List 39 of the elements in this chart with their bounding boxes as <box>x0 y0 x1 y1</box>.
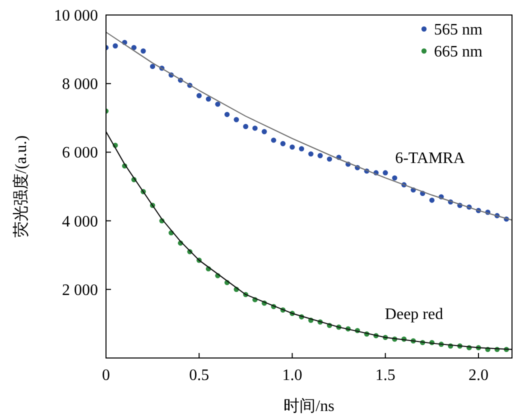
point <box>429 198 435 203</box>
line-series <box>106 131 512 350</box>
y-tick-label: 6 000 <box>62 144 98 162</box>
x-tick-label: 0 <box>102 367 110 384</box>
point <box>392 175 398 181</box>
x-tick-label: 2.0 <box>468 367 488 384</box>
annotation: Deep red <box>384 306 444 323</box>
y-axis-title: 荧光强度/(a.u.) <box>12 135 30 238</box>
point <box>252 126 258 131</box>
point <box>271 138 276 143</box>
point <box>206 96 212 102</box>
legend-label: 565 nm <box>434 22 483 38</box>
y-tick-label: 8 000 <box>62 76 98 94</box>
x-tick-label: 1.0 <box>282 367 302 384</box>
y-tick-label: 4 000 <box>62 213 98 230</box>
point <box>382 170 388 176</box>
point <box>150 64 156 70</box>
point <box>112 43 118 48</box>
x-tick-label: 0.5 <box>189 367 210 384</box>
x-axis-title: 时间/ns <box>284 397 334 415</box>
point <box>234 117 239 122</box>
legend-label: 665 nm <box>434 44 483 60</box>
point <box>131 44 137 50</box>
point <box>290 144 295 150</box>
y-tick-label: 10 000 <box>54 8 98 24</box>
x-tick-label: 1.5 <box>375 367 396 384</box>
point <box>196 93 202 98</box>
point <box>243 124 248 130</box>
y-tick-label: 2 000 <box>62 282 98 299</box>
point <box>280 141 286 146</box>
point <box>215 102 220 107</box>
point <box>298 146 304 152</box>
point <box>224 112 230 118</box>
point <box>262 129 267 134</box>
point <box>318 153 323 158</box>
point <box>140 48 146 54</box>
annotation: 6-TAMRA <box>395 150 466 167</box>
point <box>326 156 332 162</box>
point <box>308 151 314 157</box>
